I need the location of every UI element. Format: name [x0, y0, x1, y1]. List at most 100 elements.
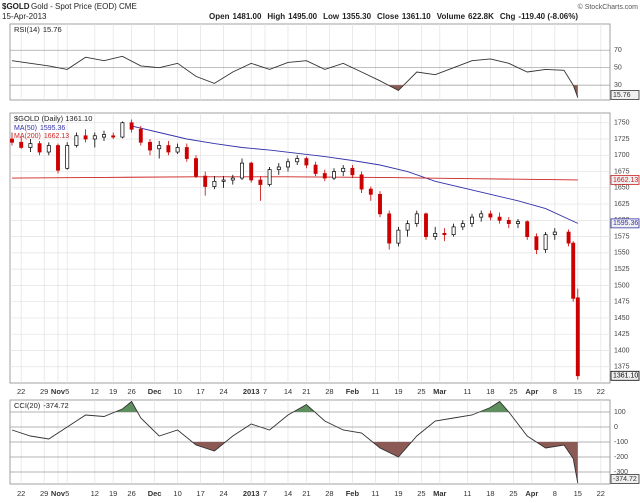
candle-body	[166, 145, 171, 153]
x-tick-label: 17	[196, 489, 204, 498]
x-tick-label: 2013	[243, 489, 260, 498]
x-tick-label: 25	[417, 489, 425, 498]
date: 15-Apr-2013	[2, 12, 47, 21]
candle-body	[460, 223, 465, 228]
y-tick-label: 0	[614, 424, 618, 431]
y-tick-label: -300	[614, 469, 628, 476]
stat-label: Open	[209, 12, 230, 21]
y-tick-label: -200	[614, 454, 628, 461]
candle-body	[322, 173, 327, 179]
ma-value: 1662.13	[44, 133, 69, 140]
candle-body	[175, 147, 180, 153]
x-tick-label: Apr	[525, 387, 538, 396]
candle-body	[488, 213, 493, 218]
candle-body	[433, 233, 438, 237]
x-tick-label: 12	[91, 489, 99, 498]
x-tick-label: 29	[40, 489, 48, 498]
candle-body	[83, 135, 88, 140]
candle-body	[543, 234, 548, 250]
x-tick-label: Nov	[51, 387, 66, 396]
candle-body	[571, 242, 576, 299]
y-tick-label: 1400	[614, 347, 630, 354]
x-tick-label: 11	[464, 387, 472, 396]
panel-label: RSI(14) 15.76	[14, 25, 62, 34]
y-tick-label: 1625	[614, 201, 630, 208]
x-tick-label: 28	[325, 387, 333, 396]
candle-body	[378, 193, 382, 215]
candle-body	[240, 162, 244, 179]
subtitle: Gold - Spot Price (EOD) CME	[31, 2, 137, 11]
candle-body	[249, 162, 254, 181]
candle-body	[304, 158, 309, 166]
candle-body	[194, 158, 198, 177]
x-tick-label: 10	[173, 387, 181, 396]
candle-body	[506, 219, 511, 224]
y-tick-label: 1450	[614, 315, 630, 322]
candle-body	[92, 135, 97, 140]
candle-body	[286, 161, 290, 168]
y-tick-label: 1725	[614, 136, 630, 143]
x-tick-label: 5	[65, 387, 69, 396]
candle-body	[516, 221, 520, 224]
copyright: © StockCharts.com	[578, 3, 639, 11]
panel-label: CCI(20) -374.72	[14, 401, 69, 410]
candle-body	[552, 231, 557, 236]
candle-body	[10, 138, 14, 143]
stat-label: Chg	[500, 12, 516, 21]
x-tick-label: 10	[173, 489, 181, 498]
candle-body	[184, 147, 189, 159]
candle-body	[157, 145, 162, 150]
x-tick-label: 19	[394, 387, 402, 396]
value-box-label: 15.76	[613, 92, 631, 99]
ma-legend: MA(50) 1595.36	[14, 125, 65, 132]
y-tick-label: 1650	[614, 185, 630, 192]
candle-body	[230, 177, 235, 181]
candle-body	[575, 297, 580, 377]
value-box-label: 1361.10	[613, 373, 638, 380]
candle-body	[221, 179, 226, 182]
candle-body	[212, 180, 217, 187]
x-tick-label: 11	[372, 489, 380, 498]
ma-value: 1595.36	[40, 125, 65, 132]
stat-value: -119.40 (-8.06%)	[518, 12, 578, 21]
candle-body	[424, 213, 428, 237]
stat-label: Volume	[437, 12, 466, 21]
candle-body	[148, 141, 152, 151]
stat-label: Low	[323, 12, 340, 21]
indicator-value: -374.72	[43, 401, 68, 410]
ma-name: MA(200)	[14, 133, 41, 140]
x-tick-label: 7	[263, 489, 267, 498]
x-tick-label: 15	[574, 387, 582, 396]
symbol: $GOLD	[2, 2, 30, 11]
x-tick-label: 22	[597, 387, 605, 396]
y-tick-label: 70	[614, 47, 622, 54]
y-tick-label: 1375	[614, 364, 630, 371]
x-tick-label: 5	[65, 489, 69, 498]
y-tick-label: 50	[614, 65, 622, 72]
y-tick-label: 1750	[614, 120, 630, 127]
x-tick-label: Feb	[346, 489, 360, 498]
candle-body	[56, 145, 60, 171]
candle-body	[405, 223, 410, 231]
candle-body	[295, 158, 300, 163]
x-tick-label: Feb	[346, 387, 360, 396]
x-tick-label: 28	[325, 489, 333, 498]
y-tick-label: 1475	[614, 299, 630, 306]
x-tick-label: 7	[263, 387, 267, 396]
x-tick-label: 22	[17, 387, 25, 396]
candle-body	[525, 221, 530, 237]
candle-body	[120, 122, 125, 138]
candle-body	[414, 213, 419, 224]
indicator-line	[11, 55, 579, 98]
candle-body	[442, 233, 447, 236]
candle-body	[129, 122, 134, 130]
x-tick-label: 22	[597, 489, 605, 498]
candle-body	[350, 167, 355, 176]
value-box	[610, 90, 640, 100]
ma-name: MA(50)	[14, 125, 37, 132]
candle-body	[497, 216, 502, 221]
x-tick-label: 26	[127, 387, 135, 396]
x-tick-label: Dec	[148, 489, 162, 498]
value-box	[610, 218, 640, 229]
candle-body	[534, 236, 539, 250]
